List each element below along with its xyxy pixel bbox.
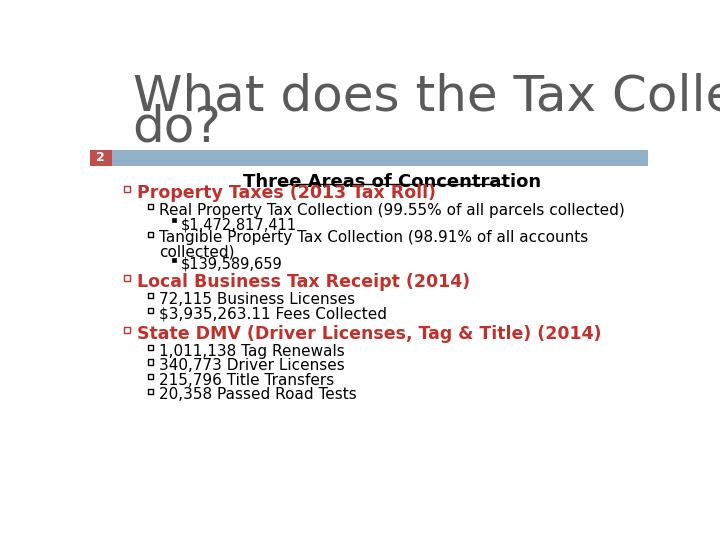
Text: do?: do? <box>132 103 222 151</box>
FancyBboxPatch shape <box>90 150 112 166</box>
Text: Property Taxes (2013 Tax Roll): Property Taxes (2013 Tax Roll) <box>138 184 436 202</box>
Text: Three Areas of Concentration: Three Areas of Concentration <box>243 173 541 191</box>
Text: $1,472,817,411: $1,472,817,411 <box>181 217 297 232</box>
Text: What does the Tax Collector: What does the Tax Collector <box>132 72 720 120</box>
Text: $139,589,659: $139,589,659 <box>181 256 282 272</box>
Text: 20,358 Passed Road Tests: 20,358 Passed Road Tests <box>159 387 356 402</box>
Text: 2: 2 <box>96 151 105 165</box>
Text: Local Business Tax Receipt (2014): Local Business Tax Receipt (2014) <box>138 273 470 292</box>
Text: 215,796 Title Transfers: 215,796 Title Transfers <box>159 373 334 388</box>
Text: State DMV (Driver Licenses, Tag & Title) (2014): State DMV (Driver Licenses, Tag & Title)… <box>138 325 602 343</box>
Text: 1,011,138 Tag Renewals: 1,011,138 Tag Renewals <box>159 343 345 359</box>
Text: 72,115 Business Licenses: 72,115 Business Licenses <box>159 292 355 307</box>
Text: collected): collected) <box>159 245 235 260</box>
FancyBboxPatch shape <box>172 218 176 222</box>
Text: 340,773 Driver Licenses: 340,773 Driver Licenses <box>159 358 345 373</box>
FancyBboxPatch shape <box>112 150 648 166</box>
Text: Tangible Property Tax Collection (98.91% of all accounts: Tangible Property Tax Collection (98.91%… <box>159 231 588 245</box>
Text: $3,935,263.11 Fees Collected: $3,935,263.11 Fees Collected <box>159 307 387 322</box>
Text: Real Property Tax Collection (99.55% of all parcels collected): Real Property Tax Collection (99.55% of … <box>159 202 625 218</box>
FancyBboxPatch shape <box>172 258 176 261</box>
